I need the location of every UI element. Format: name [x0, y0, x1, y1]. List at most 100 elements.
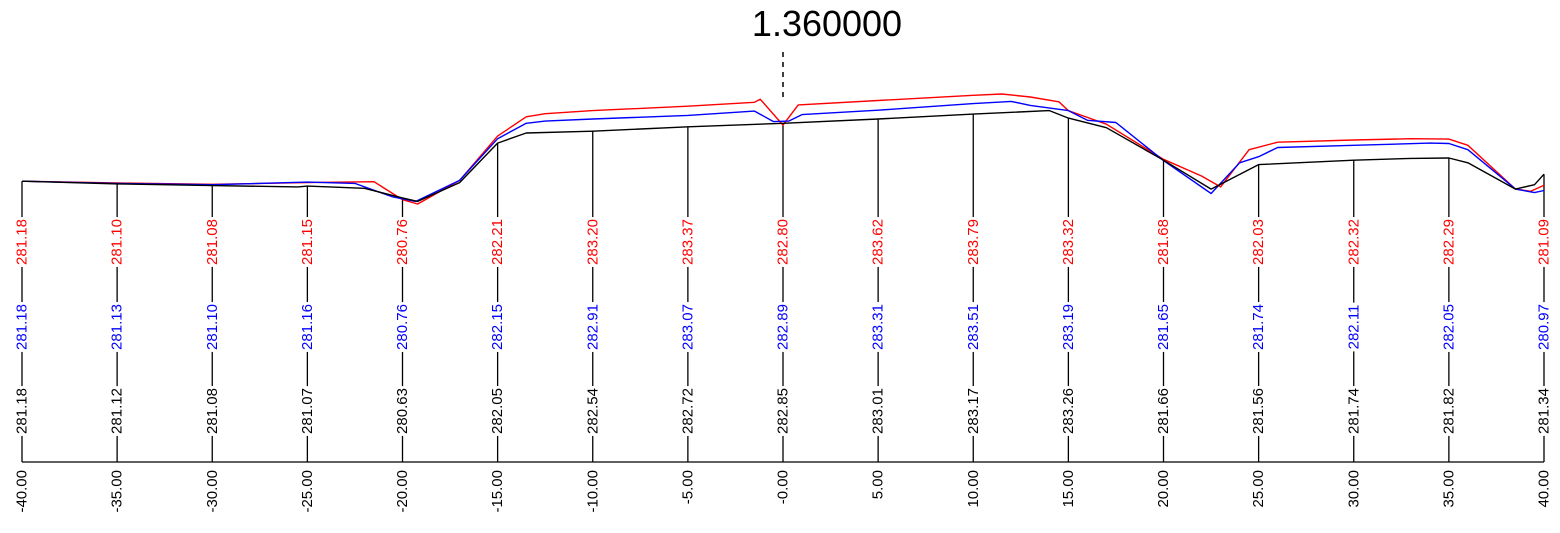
label-mask: [1345, 302, 1363, 352]
elevation-label: 281.07: [299, 388, 316, 434]
elevation-label: 280.63: [394, 388, 411, 434]
label-mask: [1440, 386, 1458, 436]
elevation-label: 283.19: [1060, 304, 1077, 350]
label-mask: [203, 302, 221, 352]
elevation-label: 282.11: [1345, 305, 1362, 350]
station-tick-label: -25.00: [299, 470, 316, 513]
station-tick-label: 30.00: [1345, 470, 1362, 508]
elevation-label: 281.65: [1155, 304, 1172, 350]
elevation-label: 281.10: [109, 219, 126, 265]
label-mask: [1155, 386, 1172, 436]
station-tick-label: 25.00: [1250, 470, 1267, 508]
elevation-label: 281.09: [1536, 219, 1553, 265]
elevation-label: 282.80: [775, 219, 792, 265]
label-mask: [394, 302, 411, 352]
label-mask: [1059, 217, 1077, 267]
elevation-label: 282.15: [489, 304, 506, 350]
elevation-label: 281.74: [1345, 388, 1362, 434]
label-mask: [1440, 302, 1458, 352]
label-mask: [489, 217, 507, 267]
elevation-label: 281.56: [1250, 388, 1267, 434]
label-mask: [1440, 217, 1458, 267]
elevation-label: 281.10: [204, 304, 221, 350]
elevation-label: 281.08: [204, 388, 221, 434]
label-mask: [1059, 302, 1077, 352]
label-mask: [1535, 302, 1553, 352]
elevation-label: 280.76: [394, 219, 411, 265]
elevation-labels: 281.18 281.10 281.08 281.15 280.76 282.21 283.…: [13, 217, 1553, 436]
station-tick-label: -20.00: [394, 470, 411, 513]
elevation-label: 282.05: [1440, 304, 1457, 350]
label-mask: [298, 386, 316, 436]
label-mask: [869, 386, 887, 436]
profile-series: [21, 93, 1545, 205]
label-mask: [964, 217, 982, 267]
label-mask: [489, 302, 507, 352]
elevation-label: 281.74: [1250, 304, 1267, 350]
elevation-label: 281.18: [14, 219, 31, 265]
elevation-label: 283.01: [870, 388, 887, 434]
station-tick-label: -15.00: [489, 470, 506, 513]
label-mask: [1250, 386, 1268, 436]
station-tick-label: -35.00: [109, 470, 126, 513]
elevation-label: 282.32: [1345, 219, 1362, 265]
elevation-label: 281.18: [14, 304, 31, 350]
label-mask: [298, 217, 316, 267]
label-mask: [774, 217, 792, 267]
label-mask: [584, 217, 602, 267]
station-tick-label: 35.00: [1440, 470, 1457, 508]
label-mask: [1250, 217, 1268, 267]
label-mask: [679, 386, 697, 436]
label-mask: [1155, 217, 1172, 267]
elevation-label: 283.17: [965, 388, 982, 434]
label-mask: [489, 386, 507, 436]
label-mask: [1345, 386, 1363, 436]
elevation-label: 282.91: [584, 304, 601, 350]
label-mask: [1250, 302, 1268, 352]
station-tick-label: -30.00: [204, 470, 221, 513]
label-mask: [1155, 302, 1172, 352]
elevation-label: 282.72: [679, 388, 696, 434]
station-tick-label: -40.00: [14, 470, 31, 513]
station-tick-label: -10.00: [584, 470, 601, 513]
label-mask: [774, 302, 792, 352]
elevation-label: 282.21: [489, 219, 506, 265]
label-mask: [203, 217, 221, 267]
label-mask: [108, 217, 126, 267]
label-mask: [964, 386, 982, 436]
elevation-label: 281.82: [1440, 388, 1457, 434]
elevation-label: 280.76: [394, 304, 411, 350]
elevation-label: 283.07: [679, 304, 696, 350]
elevation-label: 283.51: [965, 304, 982, 350]
elevation-label: 282.85: [775, 388, 792, 434]
series-line-0: [21, 93, 1545, 205]
elevation-label: 283.26: [1060, 388, 1077, 434]
station-tick-label: 5.00: [870, 470, 887, 499]
series-line-2: [21, 109, 1545, 203]
elevation-label: 283.20: [584, 219, 601, 265]
station-tick-label: 40.00: [1536, 470, 1553, 508]
label-mask: [1345, 217, 1363, 267]
station-tick-label: -0.00: [775, 470, 792, 504]
elevation-label: 282.05: [489, 388, 506, 434]
elevation-label: 281.18: [14, 388, 31, 434]
label-mask: [108, 386, 126, 436]
elevation-label: 282.29: [1440, 219, 1457, 265]
station-tick-label: 10.00: [965, 470, 982, 508]
elevation-label: 281.68: [1155, 219, 1172, 265]
elevation-label: 281.66: [1155, 388, 1172, 434]
label-mask: [584, 386, 602, 436]
elevation-label: 281.13: [109, 304, 126, 350]
label-mask: [298, 302, 316, 352]
station-tick-label: 15.00: [1060, 470, 1077, 508]
elevation-label: 281.12: [109, 388, 126, 434]
label-mask: [13, 386, 31, 436]
elevation-label: 282.03: [1250, 219, 1267, 265]
elevation-label: 283.79: [965, 219, 982, 265]
elevation-label: 281.08: [204, 219, 221, 265]
label-mask: [394, 386, 411, 436]
label-mask: [964, 302, 982, 352]
label-mask: [869, 302, 887, 352]
label-mask: [774, 386, 792, 436]
